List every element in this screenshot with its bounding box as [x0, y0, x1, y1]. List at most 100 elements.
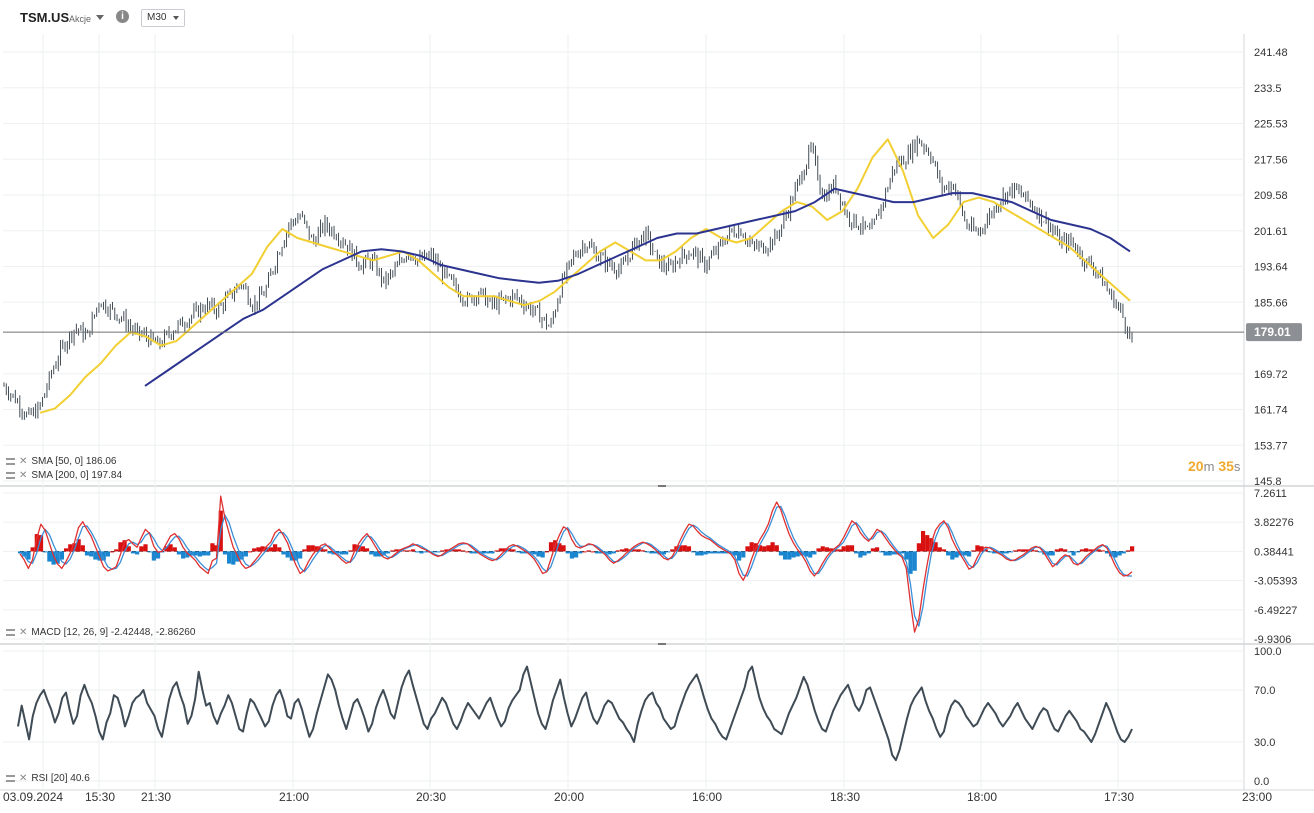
settings-icon[interactable] — [6, 629, 15, 636]
macd-histogram-bar — [737, 551, 742, 561]
macd-histogram-bar — [193, 551, 198, 556]
settings-icon[interactable] — [6, 472, 15, 479]
legend-sma50-label: SMA [50, 0] 186.06 — [31, 456, 117, 467]
macd-histogram-bar — [895, 551, 901, 555]
macd-histogram-bar — [247, 551, 253, 553]
legend-sma50[interactable]: ✕ SMA [50, 0] 186.06 — [6, 456, 116, 467]
macd-histogram-bar — [682, 545, 687, 552]
legend-sma200[interactable]: ✕ SMA [200, 0] 197.84 — [6, 470, 122, 481]
macd-histogram-bar — [624, 548, 629, 552]
macd-histogram-bar — [465, 551, 470, 553]
close-icon[interactable]: ✕ — [19, 773, 28, 784]
macd-histogram-bar — [1054, 549, 1059, 552]
macd-histogram-bar — [30, 547, 35, 552]
macd-histogram-bar — [783, 551, 788, 560]
macd-histogram-bar — [691, 551, 696, 553]
macd-histogram-bar — [661, 551, 666, 555]
macd-histogram-bar — [243, 551, 248, 557]
macd-pane[interactable] — [18, 495, 1135, 633]
macd-histogram-bar — [908, 551, 913, 574]
macd-histogram-bar — [778, 551, 784, 556]
legend-rsi-label: RSI [20] 40.6 — [31, 773, 90, 784]
candle-countdown: 20m 35s — [1188, 458, 1240, 474]
macd-histogram-bar — [323, 549, 328, 552]
macd-histogram-bar — [933, 542, 938, 552]
macd-histogram-bar — [206, 551, 211, 556]
symbol-name[interactable]: TSM.US — [20, 10, 70, 25]
macd-histogram-bar — [678, 545, 683, 552]
legend-macd[interactable]: ✕ MACD [12, 26, 9] -2.42448, -2.86260 — [6, 627, 195, 638]
countdown-s-unit: s — [1233, 459, 1241, 474]
price-tick-label: 225.53 — [1254, 119, 1288, 131]
macd-histogram-bar — [55, 551, 60, 564]
macd-histogram-bar — [858, 551, 863, 558]
macd-histogram-bar — [916, 543, 921, 552]
macd-histogram-bar — [114, 549, 119, 552]
macd-histogram-bar — [657, 551, 662, 555]
close-icon[interactable]: ✕ — [19, 456, 28, 467]
macd-histogram-bar — [281, 551, 286, 555]
macd-histogram-bar — [866, 551, 871, 554]
macd-histogram-bar — [1104, 551, 1110, 554]
macd-histogram-bar — [84, 551, 90, 556]
time-tick-label: 21:00 — [279, 790, 309, 804]
time-tick-label: 20:00 — [554, 790, 584, 804]
price-tick-label: 193.64 — [1254, 262, 1288, 274]
macd-histogram-bar — [444, 549, 449, 552]
macd-tick-label: -6.49227 — [1254, 605, 1297, 617]
macd-histogram-bar — [615, 550, 621, 552]
current-price-label: 179.01 — [1254, 325, 1291, 339]
symbol-dropdown-icon[interactable] — [96, 15, 104, 20]
macd-histogram-bar — [532, 551, 537, 555]
price-pane[interactable]: 179.01 — [3, 135, 1302, 420]
macd-histogram-bar — [925, 535, 930, 552]
macd-histogram-bar — [854, 551, 859, 554]
macd-histogram-bar — [68, 544, 73, 552]
legend-rsi[interactable]: ✕ RSI [20] 40.6 — [6, 773, 90, 784]
macd-histogram-bar — [47, 551, 52, 562]
macd-tick-label: -9.9306 — [1254, 634, 1291, 646]
legend-sma200-label: SMA [200, 0] 197.84 — [31, 470, 123, 481]
macd-histogram-bar — [766, 545, 771, 552]
macd-histogram-bar — [419, 551, 424, 554]
macd-tick-label: 3.82276 — [1254, 517, 1294, 529]
settings-icon[interactable] — [6, 458, 15, 465]
macd-histogram-bar — [26, 551, 31, 560]
macd-histogram-bar — [820, 546, 825, 552]
macd-histogram-bar — [1130, 546, 1135, 552]
rsi-pane[interactable] — [17, 665, 1133, 762]
macd-histogram-bar — [920, 531, 926, 552]
time-tick-label: 03.09.2024 — [3, 790, 63, 804]
macd-histogram-bar — [105, 551, 110, 557]
macd-histogram-bar — [1063, 549, 1068, 552]
macd-histogram-bar — [285, 551, 290, 558]
macd-histogram-bar — [348, 550, 353, 552]
macd-histogram-bar — [360, 546, 365, 552]
macd-histogram-bar — [155, 551, 161, 559]
timeframe-select[interactable]: M30 — [141, 9, 185, 27]
macd-histogram-bar — [808, 551, 813, 558]
close-icon[interactable]: ✕ — [19, 627, 28, 638]
macd-histogram-bar — [799, 551, 804, 556]
macd-histogram-bar — [498, 548, 503, 552]
macd-histogram-bar — [72, 543, 77, 552]
time-tick-label: 18:00 — [967, 790, 997, 804]
macd-histogram-bar — [787, 551, 792, 560]
info-icon[interactable]: i — [116, 10, 129, 23]
macd-histogram-bar — [168, 544, 173, 552]
macd-histogram-bar — [147, 551, 152, 553]
macd-histogram-bar — [569, 551, 575, 559]
macd-histogram-bar — [791, 551, 796, 558]
settings-icon[interactable] — [6, 775, 15, 782]
macd-histogram-bar — [599, 551, 604, 554]
macd-histogram-bar — [941, 549, 947, 552]
macd-histogram-bar — [197, 551, 202, 557]
close-icon[interactable]: ✕ — [19, 470, 28, 481]
macd-histogram-bar — [1121, 551, 1126, 554]
macd-histogram-bar — [523, 551, 529, 554]
macd-histogram-bar — [870, 548, 876, 552]
macd-histogram-bar — [298, 551, 303, 559]
price-tick-label: 233.5 — [1254, 83, 1282, 95]
